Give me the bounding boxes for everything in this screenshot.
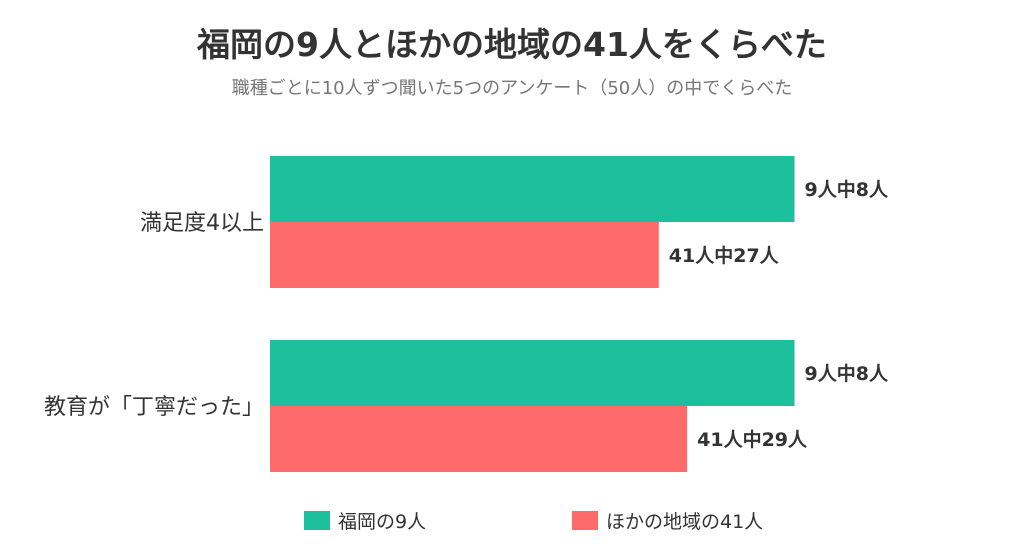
chart-title: 福岡の9人とほかの地域の41人をくらべた: [197, 25, 827, 64]
bar-other-regions: [270, 406, 688, 472]
legend-swatch-fukuoka: [304, 510, 330, 530]
bar-value-label: 41人中27人: [669, 244, 780, 267]
bar-other-regions: [270, 222, 659, 288]
legend-item-fukuoka: 福岡の9人: [304, 506, 426, 534]
bar-value-label: 9人中8人: [805, 178, 889, 201]
legend-label-fukuoka: 福岡の9人: [338, 510, 427, 533]
bar-fukuoka: [270, 156, 795, 222]
category-label: 教育が「丁寧だった」: [44, 395, 264, 420]
bar-fukuoka: [270, 340, 795, 406]
bar-value-label: 9人中8人: [805, 362, 889, 385]
bar-value-label: 41人中29人: [697, 428, 808, 451]
legend-item-other: ほかの地域の41人: [572, 506, 763, 534]
chart-subtitle: 職種ごとに10人ずつ聞いた5つのアンケート（50人）の中でくらべた: [231, 78, 793, 99]
legend-swatch-other: [572, 510, 598, 530]
legend-label-other: ほかの地域の41人: [606, 510, 764, 533]
category-label: 満足度4以上: [140, 211, 264, 236]
